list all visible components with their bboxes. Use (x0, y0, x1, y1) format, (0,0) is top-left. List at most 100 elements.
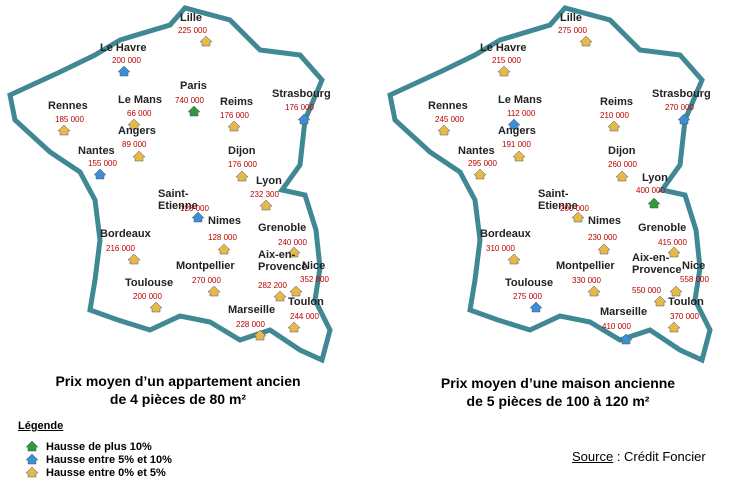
legend-title: Légende (18, 420, 64, 432)
city-price: 352 800 (300, 275, 329, 284)
city-price: 282 200 (258, 281, 287, 290)
city-price: 155 000 (88, 159, 117, 168)
city-price: 230 000 (588, 233, 617, 242)
city-name: Angers (498, 125, 536, 137)
city-name: Saint-Etienne (158, 188, 198, 212)
trend-icon (529, 301, 543, 313)
city-name: Reims (600, 96, 634, 108)
legend-label: Hausse entre 0% et 5% (46, 467, 166, 479)
map-outline (390, 8, 710, 360)
city-name: Nice (682, 260, 706, 272)
city-price: 400 000 (636, 186, 665, 195)
city-price: 275 000 (558, 26, 587, 35)
trend-icon (669, 285, 683, 297)
city-price: 370 000 (670, 312, 699, 321)
trend-icon (607, 120, 621, 132)
city-price: 558 000 (680, 275, 709, 284)
trend-icon (149, 301, 163, 313)
trend-icon (187, 105, 201, 117)
city-name: Rennes (428, 100, 468, 112)
city-price: 176 000 (220, 111, 249, 120)
city-price: 740 000 (175, 96, 204, 105)
trend-icon (653, 295, 667, 307)
city-name: Nantes (78, 145, 115, 157)
city-name: Bordeaux (480, 228, 531, 240)
trend-icon (25, 466, 39, 478)
trend-icon (619, 333, 633, 345)
city-name: Nantes (458, 145, 495, 157)
legend-label: Hausse entre 5% et 10% (46, 454, 172, 466)
city-name: Paris (180, 80, 207, 92)
trend-icon (507, 118, 521, 130)
city-name: Grenoble (638, 222, 687, 234)
city-name: Montpellier (176, 260, 235, 272)
city-price: 240 000 (278, 238, 307, 247)
trend-icon (473, 168, 487, 180)
city-name: Strasbourg (272, 88, 331, 100)
trend-icon (597, 243, 611, 255)
city-name: Aix-en-Provence (258, 249, 308, 273)
trend-icon (437, 124, 451, 136)
trend-icon (273, 290, 287, 302)
map-caption: de 5 pièces de 100 à 120 m² (466, 393, 650, 409)
city-name: Saint-Etienne (538, 188, 578, 212)
city-price: 415 000 (658, 238, 687, 247)
city-price: 112 000 (507, 109, 536, 118)
trend-icon (579, 35, 593, 47)
city-name: Marseille (600, 306, 648, 318)
trend-icon (677, 113, 691, 125)
city-name: Le Mans (498, 94, 543, 106)
map-caption: Prix moyen d’un appartement ancien (55, 373, 301, 389)
city-name: Dijon (228, 145, 256, 157)
city-name: Reims (220, 96, 254, 108)
city-price: 410 000 (602, 322, 631, 331)
trend-icon (289, 285, 303, 297)
trend-icon (667, 246, 681, 258)
city-name: Grenoble (258, 222, 307, 234)
city-name: Nice (302, 260, 326, 272)
trend-icon (207, 285, 221, 297)
trend-icon (615, 170, 629, 182)
city-price: 128 000 (180, 204, 209, 213)
trend-icon (647, 197, 661, 209)
city-price: 270 000 (192, 276, 221, 285)
trend-icon (25, 453, 39, 465)
city-name: Bordeaux (100, 228, 151, 240)
map-outline (10, 8, 330, 360)
city-price: 200 000 (112, 56, 141, 65)
city-name: Toulouse (125, 277, 174, 289)
trend-icon (287, 246, 301, 258)
city-name: Aix-en-Provence (632, 252, 682, 276)
city-price: 228 000 (236, 320, 265, 329)
trend-icon (512, 150, 526, 162)
trend-icon (117, 65, 131, 77)
city-name: Lyon (642, 172, 668, 184)
city-name: Toulouse (505, 277, 554, 289)
city-price: 330 000 (572, 276, 601, 285)
trend-icon (217, 243, 231, 255)
trend-icon (297, 113, 311, 125)
city-price: 176 000 (285, 103, 314, 112)
city-price: 216 000 (106, 244, 135, 253)
trend-icon (127, 253, 141, 265)
city-price: 275 000 (513, 292, 542, 301)
city-name: Toulon (288, 296, 324, 308)
trend-icon (287, 321, 301, 333)
trend-icon (667, 321, 681, 333)
city-price: 210 000 (600, 111, 629, 120)
city-price: 295 000 (468, 159, 497, 168)
city-name: Lyon (256, 175, 282, 187)
trend-icon (571, 211, 585, 223)
city-name: Toulon (668, 296, 704, 308)
trend-icon (199, 35, 213, 47)
trend-icon (93, 168, 107, 180)
city-price: 66 000 (127, 109, 152, 118)
source-text: : Crédit Foncier (613, 449, 706, 464)
city-name: Lille (560, 12, 583, 24)
city-name: Angers (118, 125, 156, 137)
city-price: 191 000 (502, 140, 531, 149)
city-price: 176 000 (228, 160, 257, 169)
city-price: 225 000 (178, 26, 207, 35)
